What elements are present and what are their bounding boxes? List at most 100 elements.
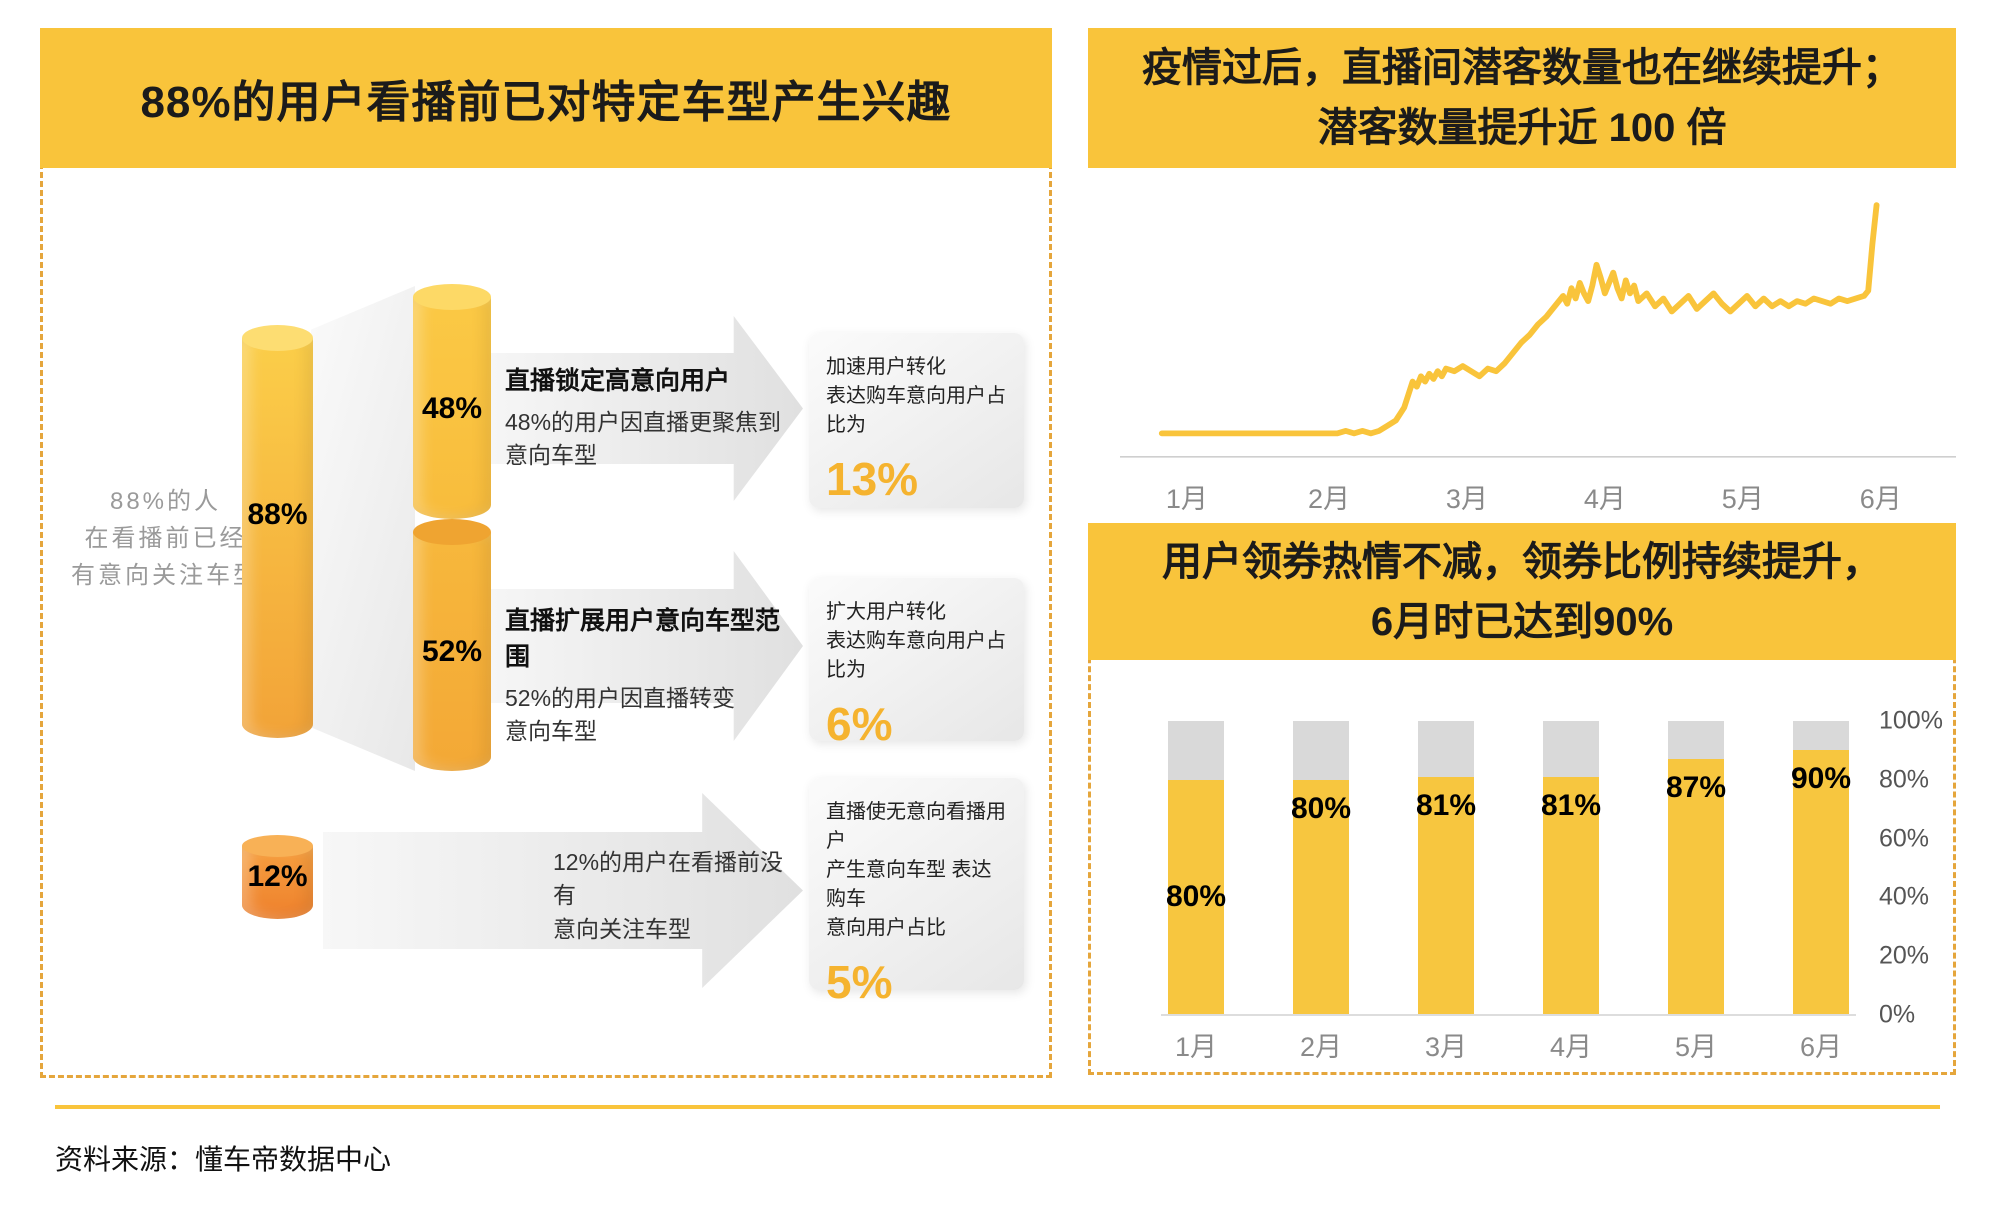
trend-x-label: 5月 bbox=[1721, 484, 1764, 514]
bar-remainder-segment bbox=[1543, 721, 1599, 777]
result-line: 表达购车意向用户占比为 bbox=[826, 630, 1006, 681]
bar-baseline-axis bbox=[1161, 1014, 1856, 1016]
bar-y-tick-label: 20% bbox=[1879, 941, 1930, 970]
bar-value-segment: 80% bbox=[1290, 779, 1352, 1015]
cylinder-48-percent: 48% bbox=[413, 284, 491, 519]
cylinder-body bbox=[242, 846, 313, 919]
cylinder-top-ellipse bbox=[242, 325, 313, 351]
trend-x-label: 4月 bbox=[1583, 484, 1626, 514]
cylinder-12-percent: 12% bbox=[242, 835, 313, 919]
result-box-accelerate: 加速用户转化 表达购车意向用户占比为 13% bbox=[809, 333, 1024, 508]
flow-heading: 直播锁定高意向用户 bbox=[505, 367, 731, 395]
trend-x-label: 6月 bbox=[1859, 484, 1902, 514]
coupon-panel: 用户领券热情不减，领券比例持续提升， 6月时已达到90% 80% 1月 80% 2月 8… bbox=[1088, 523, 1956, 1075]
flow-line: 48%的用户因直播更聚焦到 bbox=[505, 409, 782, 435]
trend-x-label: 1月 bbox=[1165, 484, 1208, 514]
cylinder-52-percent: 52% bbox=[413, 519, 491, 771]
flow-text-new-intent: 12%的用户在看播前没有 意向关注车型 bbox=[553, 846, 803, 946]
cylinder-value-label: 52% bbox=[421, 634, 483, 668]
funnel-panel: 88%的用户看播前已对特定车型产生兴趣 88%的人 在看播前已经 有意向关注车型… bbox=[40, 28, 1052, 1078]
cylinder-body bbox=[413, 297, 491, 519]
bar-remainder-segment bbox=[1418, 721, 1474, 777]
result-value: 5% bbox=[826, 956, 893, 1008]
bar-value-segment: 87% bbox=[1666, 759, 1726, 1015]
bar-6月: 90% 6月 bbox=[1790, 721, 1852, 1062]
trend-chart-title-line: 潜客数量提升近 100 倍 bbox=[1317, 106, 1727, 150]
cylinder-body bbox=[242, 338, 313, 738]
side-label-line: 在看播前已经 bbox=[84, 525, 247, 553]
funnel-panel-title-bar: 88%的用户看播前已对特定车型产生兴趣 bbox=[40, 28, 1052, 168]
flow-line: 52%的用户因直播转变 bbox=[505, 685, 736, 711]
bar-remainder-segment bbox=[1668, 721, 1724, 760]
bar-value-label: 90% bbox=[1790, 762, 1852, 796]
bar-x-label: 6月 bbox=[1799, 1032, 1843, 1062]
trend-chart-title-bar: 疫情过后，直播间潜客数量也在继续提升； 潜客数量提升近 100 倍 bbox=[1088, 28, 1956, 168]
result-value: 13% bbox=[826, 453, 919, 505]
bar-x-label: 5月 bbox=[1674, 1032, 1718, 1062]
result-line: 意向用户占比 bbox=[826, 917, 946, 939]
result-box-expand: 扩大用户转化 表达购车意向用户占比为 6% bbox=[809, 578, 1024, 750]
bar-x-label: 4月 bbox=[1549, 1032, 1593, 1062]
bar-y-tick-label: 100% bbox=[1879, 706, 1943, 735]
bar-value-segment: 80% bbox=[1165, 779, 1227, 1015]
bar-y-tick-label: 0% bbox=[1879, 1000, 1916, 1029]
bar-value-label: 80% bbox=[1290, 791, 1352, 825]
result-line: 表达购车意向用户占比为 bbox=[826, 385, 1006, 436]
cylinder-value-label: 88% bbox=[247, 498, 308, 532]
bar-y-tick-label: 60% bbox=[1879, 824, 1930, 853]
flow-text-shift: 直播扩展用户意向车型范围 52%的用户因直播转变 意向车型 bbox=[505, 601, 795, 749]
bar-3月: 81% 3月 bbox=[1415, 721, 1477, 1062]
flow-line: 12%的用户在看播前没有 bbox=[553, 849, 784, 909]
bar-4月: 81% 4月 bbox=[1540, 721, 1602, 1062]
coupon-bar-chart: 80% 1月 80% 2月 81% 3月 81% 4月 87% 5月 90% 6月 100% 80% 60… bbox=[1091, 526, 1953, 1072]
bar-remainder-segment bbox=[1293, 721, 1349, 780]
flow-heading: 直播扩展用户意向车型范围 bbox=[505, 607, 781, 671]
bar-remainder-segment bbox=[1793, 721, 1849, 751]
bar-x-label: 2月 bbox=[1299, 1032, 1343, 1062]
bar-remainder-segment bbox=[1168, 721, 1224, 780]
coupon-chart-title-bar: 用户领券热情不减，领券比例持续提升， 6月时已达到90% bbox=[1088, 523, 1956, 660]
result-line: 加速用户转化 bbox=[826, 356, 946, 378]
cylinder-body bbox=[413, 532, 491, 771]
coupon-chart-title-line: 6月时已达到90% bbox=[1370, 599, 1674, 644]
side-label-line: 88%的人 bbox=[109, 488, 222, 515]
funnel-connector-shape bbox=[311, 286, 415, 771]
trend-line-chart: 1月 2月 3月 4月 5月 6月 bbox=[1120, 185, 1956, 520]
bar-value-label: 81% bbox=[1415, 788, 1477, 822]
footer-divider bbox=[55, 1105, 1940, 1109]
side-label-line: 有意向关注车型 bbox=[71, 562, 260, 590]
flow-line: 意向车型 bbox=[505, 442, 597, 469]
funnel-side-label: 88%的人 在看播前已经 有意向关注车型 bbox=[58, 483, 273, 595]
bar-value-segment: 81% bbox=[1540, 776, 1602, 1015]
bar-1月: 80% 1月 bbox=[1165, 721, 1227, 1062]
cylinder-value-label: 12% bbox=[247, 860, 308, 894]
result-line: 产生意向车型 表达购车 bbox=[826, 859, 992, 910]
flow-line: 意向车型 bbox=[505, 718, 597, 745]
result-value: 6% bbox=[826, 698, 893, 750]
bar-x-label: 1月 bbox=[1174, 1032, 1218, 1062]
result-box-new-intent: 直播使无意向看播用户 产生意向车型 表达购车 意向用户占比 5% bbox=[809, 778, 1024, 1008]
bar-5月: 87% 5月 bbox=[1666, 721, 1726, 1062]
trend-chart-title-line: 疫情过后，直播间潜客数量也在继续提升； bbox=[1142, 46, 1902, 90]
trend-x-label: 3月 bbox=[1445, 484, 1488, 514]
cylinder-top-ellipse bbox=[413, 284, 491, 310]
bar-value-segment: 90% bbox=[1790, 750, 1852, 1015]
result-line: 扩大用户转化 bbox=[826, 601, 946, 623]
bar-value-segment: 81% bbox=[1415, 776, 1477, 1015]
trend-x-label: 2月 bbox=[1307, 484, 1351, 514]
result-line: 直播使无意向看播用户 bbox=[826, 801, 1006, 852]
bar-value-label: 80% bbox=[1165, 880, 1227, 914]
cylinder-top-ellipse bbox=[242, 835, 313, 857]
bar-x-label: 3月 bbox=[1424, 1032, 1468, 1062]
trend-line-chart-svg bbox=[1120, 202, 1956, 458]
source-note: 资料来源：懂车帝数据中心 bbox=[55, 1144, 392, 1175]
funnel-panel-title: 88%的用户看播前已对特定车型产生兴趣 bbox=[140, 78, 952, 127]
cylinder-88-percent: 88% bbox=[242, 325, 313, 738]
trend-x-axis-labels: 1月 2月 3月 4月 5月 6月 bbox=[1120, 477, 1956, 517]
bar-value-label: 81% bbox=[1540, 788, 1602, 822]
bar-y-tick-label: 40% bbox=[1879, 882, 1930, 911]
trend-line bbox=[1158, 202, 1880, 437]
flow-text-focus: 直播锁定高意向用户 48%的用户因直播更聚焦到 意向车型 bbox=[505, 361, 795, 473]
flow-line: 意向关注车型 bbox=[553, 915, 691, 942]
